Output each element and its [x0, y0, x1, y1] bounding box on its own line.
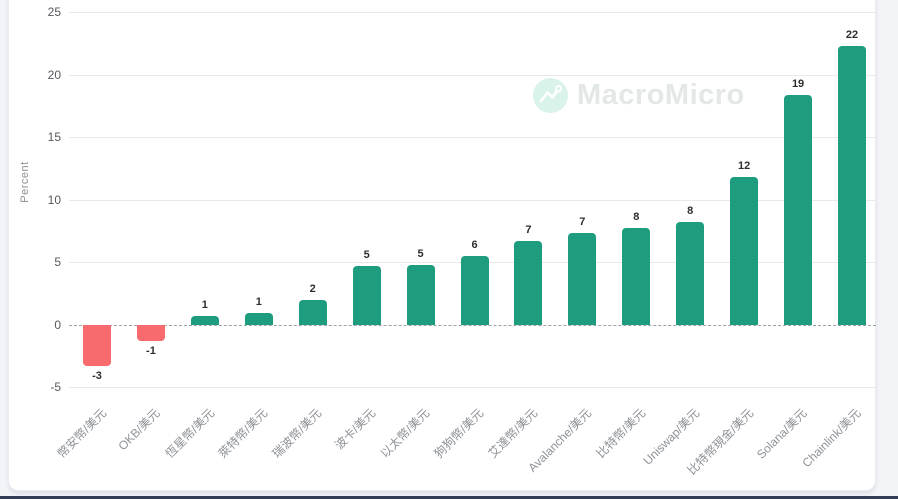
y-axis-tick: 10	[47, 192, 61, 207]
bar-10[interactable]	[568, 233, 597, 325]
plot-area: -3 幣安幣/美元 -1 OKB/美元 1 恆星幣/美元 1 萊特幣/美元 2 瑞波幣/美元 5 波卡…	[54, 12, 876, 478]
gridline	[69, 74, 876, 76]
x-axis-label: 比特幣/美元	[593, 406, 649, 461]
bar-6[interactable]	[352, 265, 381, 325]
bar-value-label: 2	[309, 282, 316, 295]
gridline	[69, 199, 876, 201]
bar-value-label: 1	[255, 296, 262, 309]
y-axis-tick: 15	[47, 130, 61, 144]
bar-value-label: 8	[687, 205, 694, 217]
bar-value-label: 7	[579, 216, 586, 229]
x-axis-label: 狗狗幣/美元	[431, 406, 487, 461]
x-axis-label: 幣安幣/美元	[54, 406, 109, 461]
bar-9[interactable]	[514, 240, 543, 325]
chart-card: Percent 25 20 15 10 5 0 -5 -3 幣安幣/美元 -1 OKB/美元 1 恆星…	[8, 0, 876, 491]
bar-8[interactable]	[460, 255, 489, 325]
bar-value-label: 8	[633, 211, 640, 224]
x-axis-label: OKB/美元	[115, 406, 163, 454]
bar-11[interactable]	[622, 228, 651, 325]
bar-value-label: 12	[738, 160, 751, 172]
x-axis-label: 波卡/美元	[332, 406, 379, 453]
bar-value-label: 7	[525, 223, 532, 236]
bar-value-label: 5	[417, 247, 424, 260]
y-axis-tick: -5	[50, 380, 61, 394]
bottom-bar	[0, 496, 898, 499]
gridline	[69, 387, 876, 388]
gridline	[69, 137, 876, 138]
x-axis-label: 恆星幣/美元	[162, 406, 217, 461]
bar-15[interactable]	[838, 45, 866, 325]
bar-5[interactable]	[298, 299, 327, 325]
x-axis-label: 瑞波幣/美元	[269, 406, 325, 461]
bar-4[interactable]	[244, 313, 273, 325]
bar-value-label: 22	[845, 28, 859, 41]
x-axis-label: 艾達幣/美元	[485, 406, 541, 461]
x-axis-label: Solana/美元	[754, 406, 810, 462]
bar-value-label: 19	[791, 77, 805, 90]
bar-value-label: 5	[363, 248, 370, 261]
zero-gridline	[69, 324, 876, 326]
x-axis-label: 以太幣/美元	[377, 406, 433, 461]
bar-3[interactable]	[190, 315, 219, 325]
y-axis-tick: 20	[47, 67, 61, 82]
bar-12[interactable]	[676, 222, 705, 325]
bar-value-label: -3	[92, 369, 102, 382]
bar-value-label: 1	[201, 298, 208, 311]
y-axis-tick: 0	[54, 317, 61, 332]
bar-value-label: -1	[146, 344, 156, 357]
bar-2[interactable]	[136, 324, 165, 341]
y-axis-tick: 5	[54, 255, 61, 269]
x-axis-label: 萊特幣/美元	[216, 406, 271, 461]
bar-13[interactable]	[730, 177, 759, 325]
bar-7[interactable]	[406, 264, 435, 325]
bar-14[interactable]	[784, 94, 813, 325]
gridline	[69, 12, 876, 13]
y-axis-tick: 25	[47, 5, 61, 19]
bar-value-label: 6	[471, 238, 478, 251]
bar-1[interactable]	[83, 324, 111, 366]
